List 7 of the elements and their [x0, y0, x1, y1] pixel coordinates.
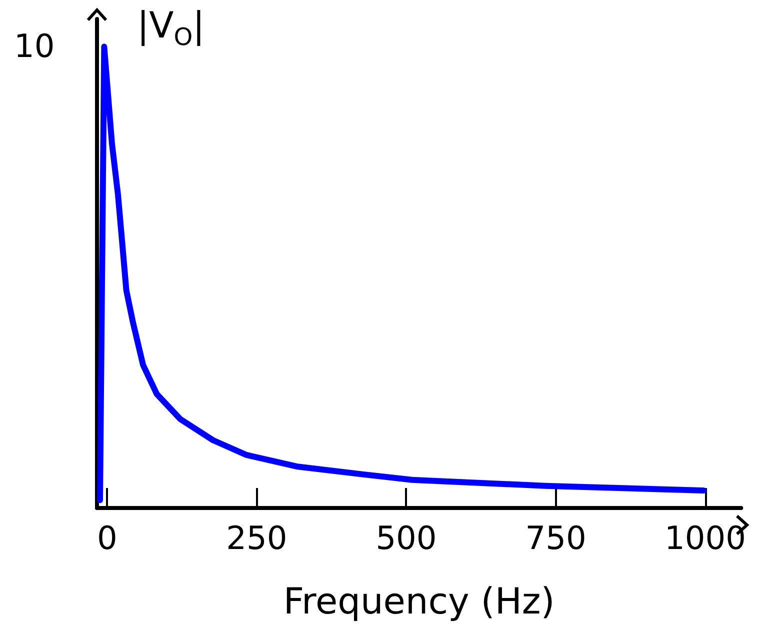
x-tick-label: 750 [525, 519, 586, 557]
x-tick-label: 250 [226, 519, 288, 557]
x-tick-label: 1000 [664, 519, 746, 557]
text: 10 [14, 27, 55, 65]
x-tick-label: 500 [376, 519, 437, 557]
x-axis-title: Frequency (Hz) [283, 582, 555, 622]
x-tick-label: 0 [96, 519, 118, 557]
